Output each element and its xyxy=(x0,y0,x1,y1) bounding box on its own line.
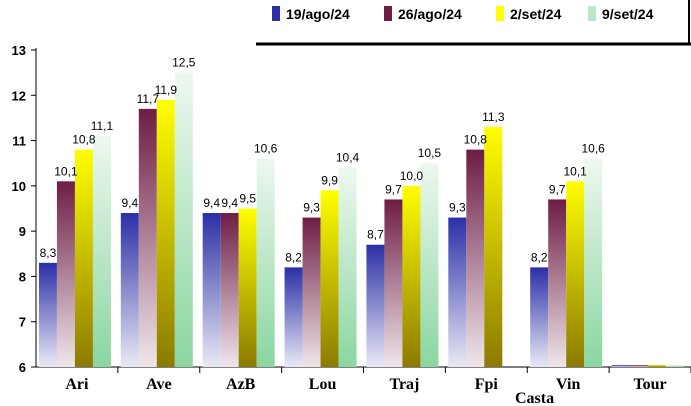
bar-ari-series-4 xyxy=(92,136,111,367)
bar-tour-series-2 xyxy=(630,365,649,367)
data-label: 9,4 xyxy=(203,196,220,210)
x-tick-label-tour: Tour xyxy=(633,376,666,393)
bar-azb-series-3 xyxy=(238,208,257,367)
data-label: 9,3 xyxy=(303,201,320,215)
y-axis-ticks: 6 7 8 9 10 11 12 13 xyxy=(12,43,36,375)
bar-tour-series-1 xyxy=(612,365,631,367)
legend-label-26-ago-24: 26/ago/24 xyxy=(398,6,462,22)
bars xyxy=(38,72,685,368)
x-tick-label-ave: Ave xyxy=(146,376,171,393)
bar-ave-series-2 xyxy=(138,108,157,367)
x-tick-label-lou: Lou xyxy=(309,376,337,393)
legend-label-19-ago-24: 19/ago/24 xyxy=(286,6,350,22)
x-tick-label-traj: Traj xyxy=(389,376,419,393)
y-tick-label: 13 xyxy=(12,43,26,58)
bar-ari-series-3 xyxy=(74,149,93,367)
data-label: 8,2 xyxy=(531,250,548,264)
bar-traj-series-3 xyxy=(402,185,421,367)
bar-traj-series-4 xyxy=(420,163,439,367)
data-label: 9,4 xyxy=(221,196,238,210)
data-label: 10,1 xyxy=(564,164,588,178)
bar-ave-series-1 xyxy=(120,213,139,367)
data-label: 10,8 xyxy=(72,133,96,147)
bar-azb-series-4 xyxy=(256,158,275,367)
legend-label-2-set-24: 2/set/24 xyxy=(510,6,562,22)
x-tick-label-azb: AzB xyxy=(226,376,256,393)
data-label: 10,6 xyxy=(254,142,278,156)
y-tick-label: 6 xyxy=(19,360,26,375)
x-tick-label-ari: Ari xyxy=(65,376,89,393)
data-label: 8,2 xyxy=(285,250,302,264)
x-tick-label-fpi: Fpi xyxy=(475,376,499,393)
data-label: 9,4 xyxy=(121,196,138,210)
data-label: 11,3 xyxy=(482,110,505,124)
bar-vin-series-1 xyxy=(530,267,549,367)
bar-tour-series-4 xyxy=(666,365,685,367)
y-tick-label: 8 xyxy=(19,269,26,284)
data-label: 9,5 xyxy=(239,192,256,206)
bar-traj-series-1 xyxy=(366,244,385,367)
data-label: 9,3 xyxy=(449,201,466,215)
bar-fpi-series-1 xyxy=(448,217,467,367)
bar-azb-series-2 xyxy=(220,213,239,367)
y-tick-label: 9 xyxy=(19,224,26,239)
data-label: 10,0 xyxy=(400,169,424,183)
bar-vin-series-4 xyxy=(584,158,603,367)
legend-label-9-set-24: 9/set/24 xyxy=(602,6,654,22)
data-label: 10,1 xyxy=(54,164,78,178)
data-label: 9,9 xyxy=(321,173,338,187)
legend-swatch-19-ago-24 xyxy=(272,6,280,21)
bar-vin-series-3 xyxy=(566,181,585,367)
bar-lou-series-1 xyxy=(284,267,303,367)
bar-ave-series-4 xyxy=(174,72,193,368)
legend-swatch-2-set-24 xyxy=(496,6,504,21)
data-label: 11,9 xyxy=(155,83,178,97)
legend: 19/ago/24 26/ago/24 2/set/24 9/set/24 xyxy=(256,0,691,46)
bar-lou-series-4 xyxy=(338,167,357,367)
data-label: 10,8 xyxy=(464,133,488,147)
bar-fpi-series-3 xyxy=(484,126,503,367)
data-label: 10,4 xyxy=(336,151,360,165)
y-tick-label: 12 xyxy=(12,88,26,103)
bar-ave-series-3 xyxy=(156,99,175,368)
bar-ari-series-2 xyxy=(56,181,75,367)
data-label: 11,1 xyxy=(91,119,114,133)
data-label: 8,3 xyxy=(40,246,57,260)
data-label: 8,7 xyxy=(367,228,384,242)
data-label: 9,7 xyxy=(549,182,566,196)
legend-swatch-26-ago-24 xyxy=(384,6,392,21)
y-tick-label: 10 xyxy=(12,179,26,194)
data-label: 12,5 xyxy=(172,56,196,70)
x-tick-label-vin: Vin xyxy=(556,376,580,393)
legend-swatch-9-set-24 xyxy=(588,6,596,21)
bar-fpi-series-2 xyxy=(466,149,485,367)
bar-azb-series-1 xyxy=(202,213,221,367)
bar-traj-series-2 xyxy=(384,199,403,367)
y-tick-label: 11 xyxy=(12,134,26,149)
x-axis-ticks: Ari Ave AzB Lou Traj Fpi Vin Tour xyxy=(65,367,691,393)
bar-lou-series-3 xyxy=(320,190,339,367)
data-label: 11,7 xyxy=(137,92,160,106)
bar-lou-series-2 xyxy=(302,217,321,367)
bar-vin-series-2 xyxy=(548,199,567,367)
data-labels: 8,310,110,811,19,411,711,912,59,4 9,4 9,51… xyxy=(40,56,606,265)
bar-ari-series-1 xyxy=(38,262,57,367)
bar-tour-series-3 xyxy=(648,365,667,367)
x-axis-title: Casta xyxy=(515,390,554,406)
y-tick-label: 7 xyxy=(19,315,26,330)
data-label: 9,7 xyxy=(385,182,402,196)
data-label: 10,6 xyxy=(582,142,606,156)
data-label: 10,5 xyxy=(418,146,442,160)
